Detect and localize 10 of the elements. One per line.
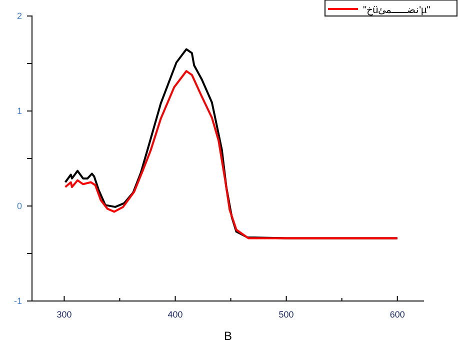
x-tick-label: 600 — [390, 309, 405, 320]
x-tick-label: 500 — [278, 309, 294, 320]
x-tick-label: 300 — [56, 309, 72, 320]
x-tick-label: 400 — [168, 309, 183, 320]
x-axis-title: B — [224, 329, 232, 343]
y-tick-label: -1 — [14, 296, 22, 306]
y-tick-label: 0 — [16, 200, 22, 211]
legend-label: "خüنضـــــمئ'µ" — [363, 5, 431, 16]
y-tick-label: 1 — [16, 106, 22, 116]
y-tick-label: 2 — [16, 10, 22, 21]
